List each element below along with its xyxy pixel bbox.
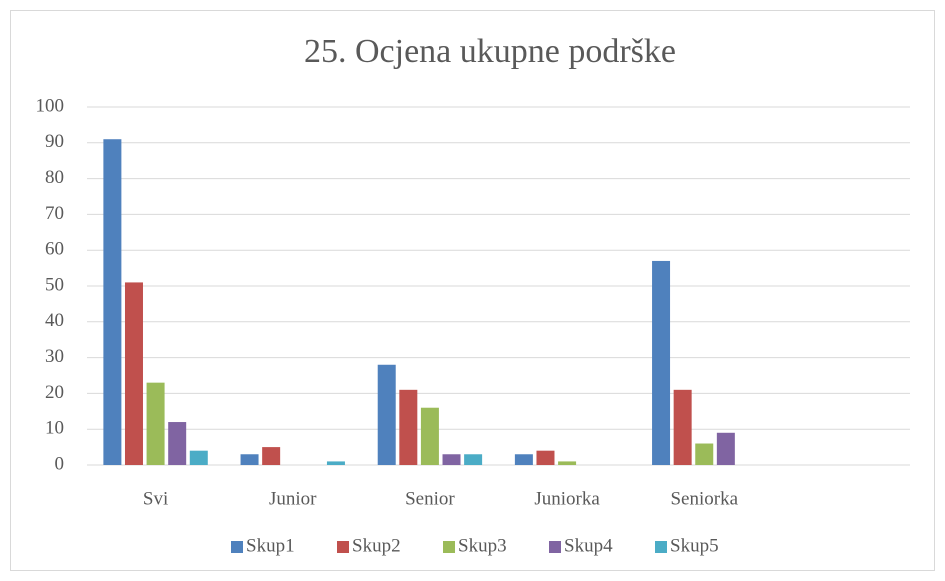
y-tick-label: 60 xyxy=(45,239,64,260)
y-tick-label: 80 xyxy=(45,167,64,188)
y-tick-label: 70 xyxy=(45,203,64,224)
y-tick-label: 50 xyxy=(45,274,64,295)
bar xyxy=(377,364,396,465)
bar xyxy=(442,454,461,465)
legend-label: Skup3 xyxy=(458,535,507,556)
bar xyxy=(695,443,714,465)
bar xyxy=(240,454,259,465)
y-tick-label: 40 xyxy=(45,310,64,331)
bar xyxy=(536,450,555,465)
bar xyxy=(168,422,187,465)
legend-swatch xyxy=(337,541,349,553)
bar xyxy=(146,382,165,465)
legend-swatch xyxy=(443,541,455,553)
bar xyxy=(558,461,577,465)
legend-label: Skup5 xyxy=(670,535,719,556)
legend-label: Skup4 xyxy=(564,535,613,556)
bar xyxy=(326,461,345,465)
bar xyxy=(673,389,692,465)
legend-label: Skup1 xyxy=(246,535,295,556)
bar xyxy=(514,454,533,465)
legend-swatch xyxy=(549,541,561,553)
bar xyxy=(464,454,483,465)
x-tick-label: Svi xyxy=(143,488,168,509)
bar xyxy=(399,389,418,465)
legend-swatch xyxy=(231,541,243,553)
legend-label: Skup2 xyxy=(352,535,401,556)
y-tick-label: 90 xyxy=(45,131,64,152)
y-tick-label: 0 xyxy=(55,453,65,474)
y-tick-label: 100 xyxy=(36,95,65,116)
x-tick-label: Seniorka xyxy=(670,488,738,509)
bar xyxy=(420,407,439,465)
y-tick-label: 10 xyxy=(45,418,64,439)
bar xyxy=(652,260,671,465)
bar xyxy=(124,282,143,465)
y-tick-label: 20 xyxy=(45,382,64,403)
bar xyxy=(716,432,735,465)
x-tick-label: Senior xyxy=(405,488,455,509)
x-tick-label: Junior xyxy=(269,488,317,509)
legend-swatch xyxy=(655,541,667,553)
y-tick-label: 30 xyxy=(45,346,64,367)
x-tick-label: Juniorka xyxy=(534,488,600,509)
bar xyxy=(103,139,122,465)
bar xyxy=(189,450,208,465)
chart-frame xyxy=(10,10,935,571)
bar xyxy=(262,447,281,465)
chart-title: 25. Ocjena ukupne podrške xyxy=(304,33,676,70)
